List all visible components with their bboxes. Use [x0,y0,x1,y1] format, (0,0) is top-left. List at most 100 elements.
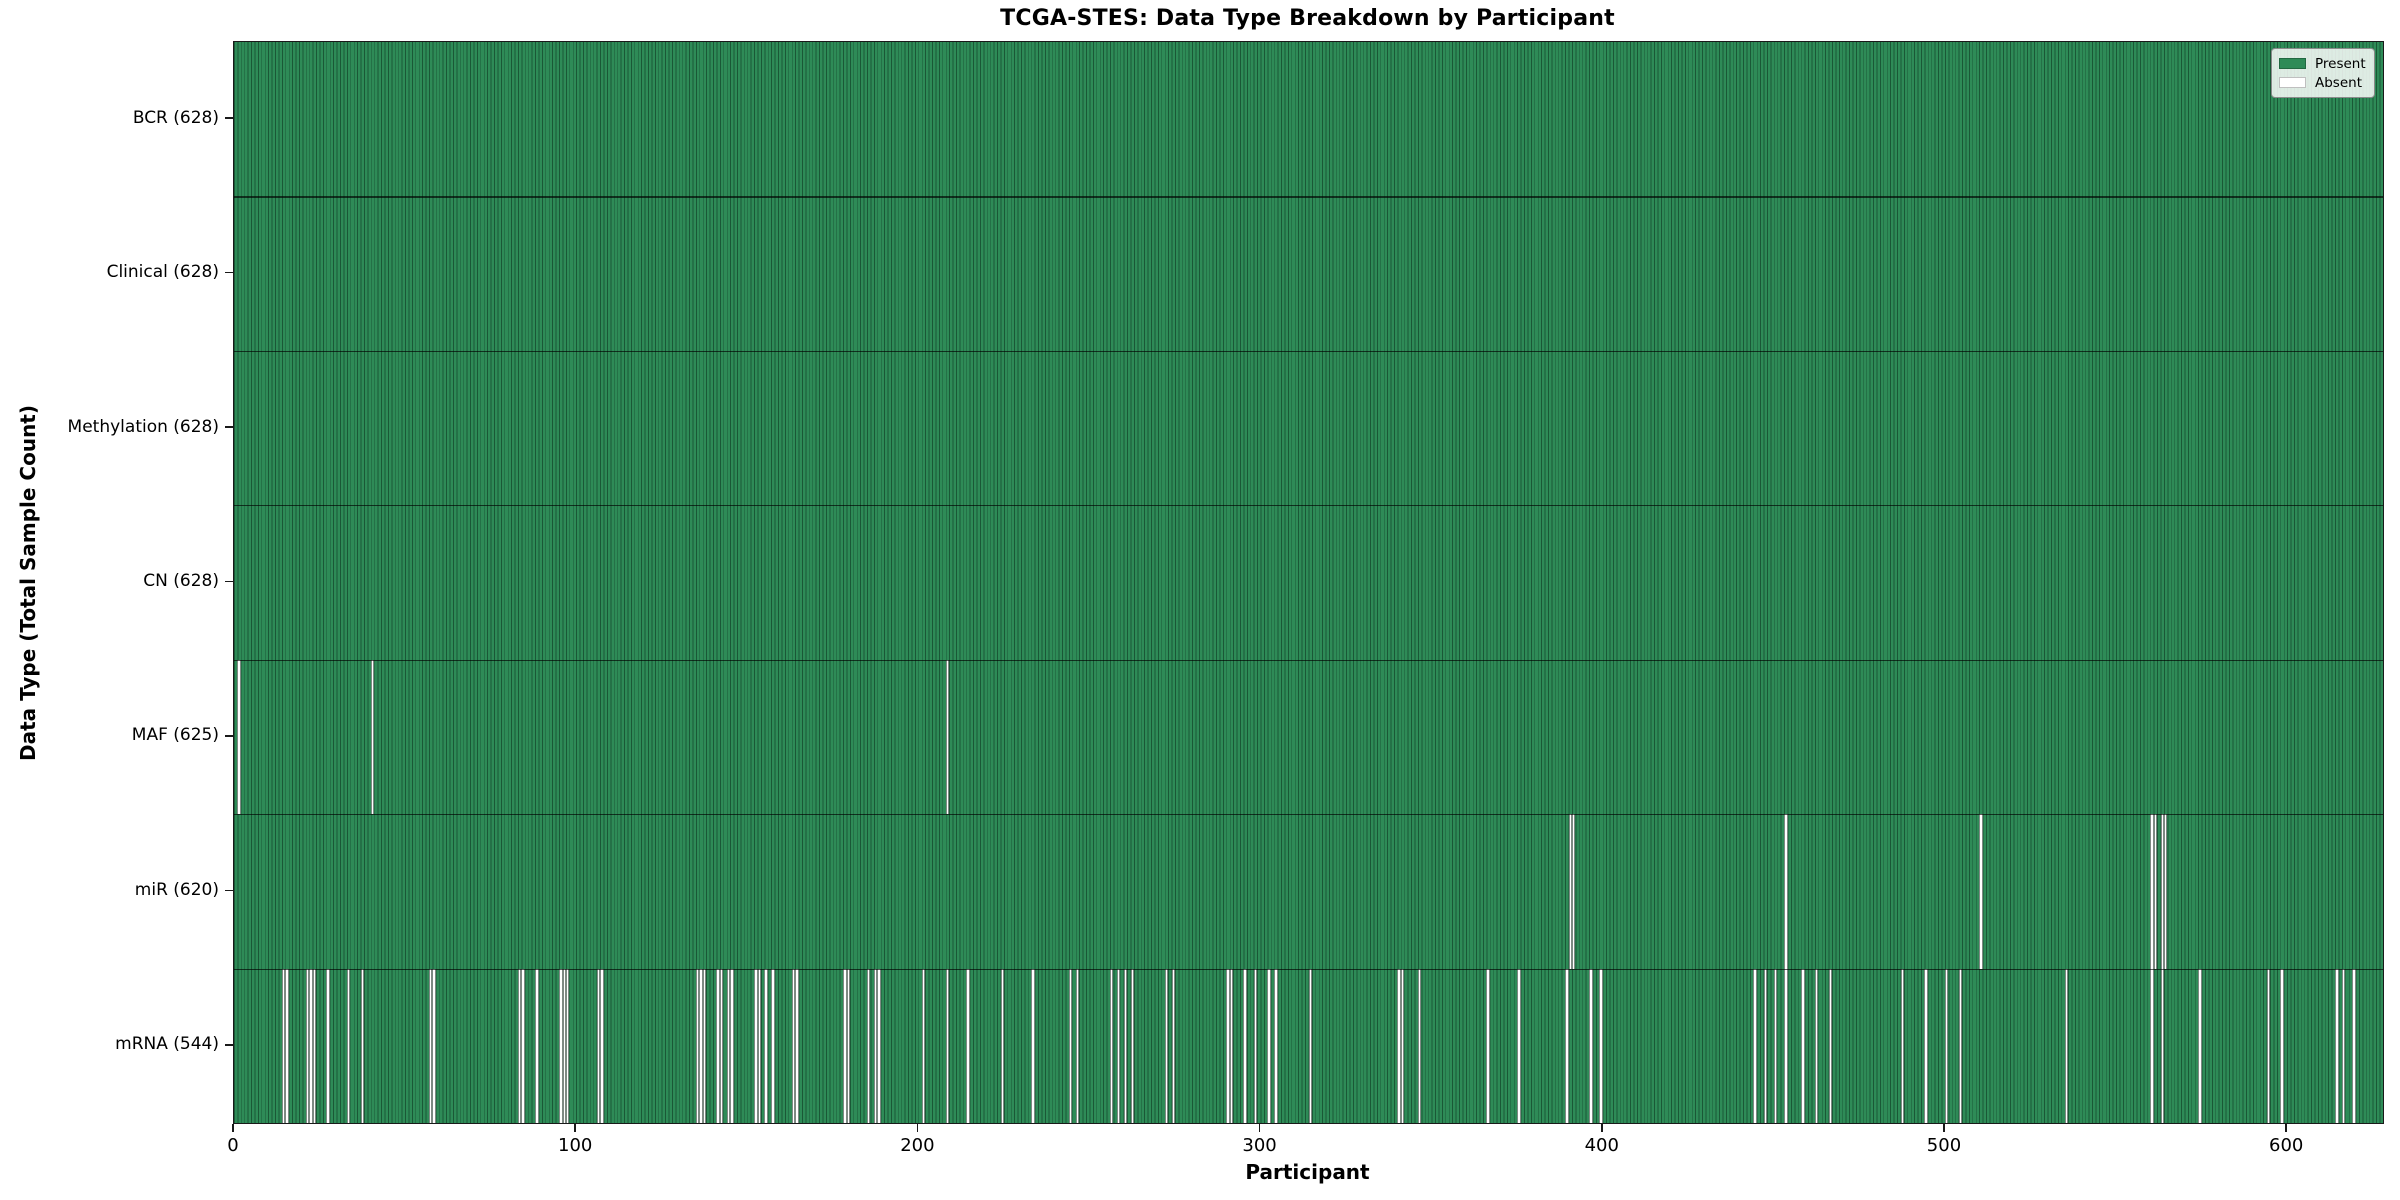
legend-absent-label: Absent [2315,74,2362,91]
row-mrna [234,968,2383,1123]
y-tick-mark [225,1043,233,1046]
x-tick-mark [232,1124,234,1132]
absent-cell [791,968,796,1123]
x-tick-mark [1943,1124,1945,1132]
absent-cell [1123,968,1128,1123]
absent-cell [237,659,241,815]
absent-cell [1068,968,1073,1123]
row-separator [234,814,2383,816]
x-tick-mark [2285,1124,2287,1132]
absent-cell [559,968,563,1123]
chart-title: TCGA-STES: Data Type Breakdown by Partic… [1000,6,1615,31]
y-tick-label: BCR (628) [132,107,219,128]
legend-present-swatch [2279,58,2306,69]
absent-cell [1418,968,1422,1123]
absent-cell [699,968,703,1123]
absent-cell [562,968,566,1123]
absent-cell [846,968,850,1123]
absent-cell [2280,968,2284,1123]
x-tick-label: 100 [558,1135,593,1156]
absent-cell [730,968,734,1123]
absent-cell [1110,968,1114,1123]
absent-cell [719,968,724,1123]
absent-cell [312,968,317,1123]
absent-cell [877,968,881,1123]
absent-cell [2160,968,2164,1123]
absent-cell [1828,968,1833,1123]
legend-entry-present: Present [2279,54,2366,73]
absent-cell [521,968,525,1123]
absent-cell [600,968,604,1123]
y-tick-mark [225,271,233,274]
absent-cell [873,968,878,1123]
absent-cell [1599,968,1603,1123]
y-tick-mark [225,426,233,428]
row-separator [234,505,2383,507]
row-maf [234,659,2383,815]
absent-cell [1171,968,1176,1123]
absent-cell [1571,814,1576,969]
absent-cell [596,968,601,1123]
absent-cell [754,968,758,1123]
y-tick-label: Methylation (628) [67,416,219,437]
absent-cell [695,968,700,1123]
absent-cell [1164,968,1169,1123]
absent-cell [726,968,731,1123]
absent-cell [1116,968,1121,1123]
absent-cell [2352,968,2356,1123]
absent-cell [2341,968,2346,1123]
absent-cell [1229,968,1234,1123]
x-tick-label: 600 [2268,1135,2304,1156]
absent-cell [771,968,775,1123]
absent-cell [764,968,768,1123]
x-tick-label: 200 [900,1135,935,1156]
absent-cell [2198,968,2202,1123]
absent-cell [867,968,871,1123]
row-bcr [234,42,2383,197]
y-tick-mark [225,580,233,583]
y-tick-label: Clinical (628) [106,262,219,283]
absent-cell [1274,968,1278,1123]
absent-cell [1031,968,1035,1123]
absent-cell [945,968,950,1123]
absent-cell [843,968,847,1123]
absent-cell [429,968,433,1123]
absent-cell [795,968,799,1123]
row-cn [234,505,2383,660]
y-tick-mark [225,735,233,737]
absent-cell [1979,814,1983,969]
absent-cell [370,659,375,815]
x-tick-label: 0 [227,1135,239,1156]
x-axis-label: Participant [1245,1160,1370,1184]
absent-cell [1243,968,1247,1123]
plot-area [233,41,2384,1124]
absent-cell [2335,968,2339,1123]
absent-cell [1763,968,1768,1123]
row-methylation [234,350,2383,506]
absent-cell [2266,968,2271,1123]
x-tick-mark [916,1124,919,1132]
absent-cell [1773,968,1778,1123]
absent-cell [432,968,436,1123]
absent-cell [1589,968,1593,1123]
absent-cell [309,968,313,1123]
absent-cell [716,968,720,1123]
y-tick-label: MAF (625) [131,725,219,746]
y-tick-mark [225,117,233,119]
absent-cell [1958,968,1963,1123]
absent-cell [1568,814,1572,969]
row-separator [234,350,2383,352]
absent-cell [1130,968,1134,1123]
x-tick-mark [1600,1124,1603,1132]
absent-cell [2160,814,2164,969]
absent-cell [1565,968,1569,1123]
x-tick-label: 500 [1926,1135,1962,1156]
x-tick-mark [574,1124,576,1132]
absent-cell [2163,814,2168,969]
absent-cell [2150,814,2154,969]
absent-cell [2064,968,2069,1123]
absent-cell [1226,968,1230,1123]
absent-cell [1486,968,1490,1123]
absent-cell [1308,968,1312,1123]
